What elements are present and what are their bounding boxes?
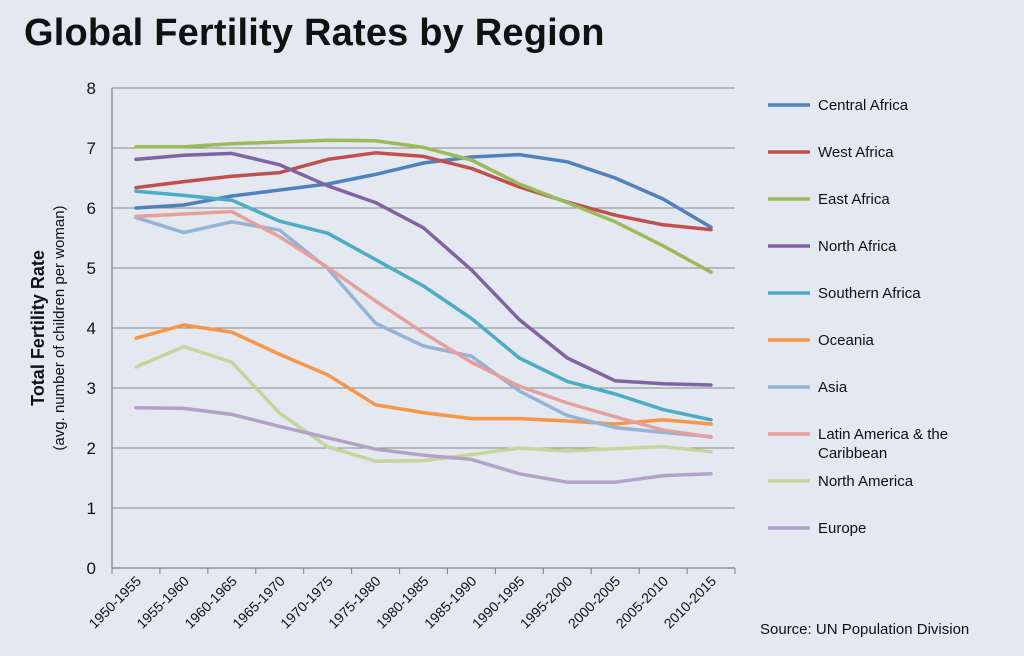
series-line bbox=[134, 209, 713, 439]
legend-label: Southern Africa bbox=[818, 285, 921, 302]
legend-label: North America bbox=[818, 473, 914, 490]
y-tick-label: 5 bbox=[87, 259, 96, 278]
series-line bbox=[134, 151, 713, 387]
legend-label: Asia bbox=[818, 379, 848, 396]
gridlines bbox=[112, 87, 735, 509]
legend-label: North Africa bbox=[818, 238, 897, 255]
legend-label: Oceania bbox=[818, 332, 875, 349]
y-tick-label: 2 bbox=[87, 439, 96, 458]
y-tick-label: 0 bbox=[87, 559, 96, 578]
x-tick-labels: 1950-19551955-19601960-19651965-19701970… bbox=[85, 573, 719, 632]
data-series bbox=[134, 138, 713, 484]
y-tick-label: 1 bbox=[87, 499, 96, 518]
x-tick-label: 2010-2015 bbox=[661, 573, 720, 632]
series-line bbox=[134, 344, 713, 463]
legend-label: East Africa bbox=[818, 191, 890, 208]
legend-label: Europe bbox=[818, 520, 866, 537]
series-line bbox=[134, 215, 713, 439]
legend: Central Africa West Africa East Africa Nort… bbox=[768, 97, 948, 537]
series-line bbox=[134, 323, 713, 426]
y-axis-subtitle: (avg. number of children per woman) bbox=[51, 205, 68, 450]
y-tick-labels: 0 1 2 3 4 5 6 7 8 bbox=[87, 79, 96, 578]
legend-label: Latin America & the Caribbean bbox=[818, 426, 948, 462]
series-line bbox=[134, 151, 713, 232]
y-tick-label: 3 bbox=[87, 379, 96, 398]
series-line bbox=[134, 406, 713, 484]
legend-label: West Africa bbox=[818, 144, 894, 161]
series-line bbox=[134, 189, 713, 422]
legend-label: Central Africa bbox=[818, 97, 909, 114]
y-tick-label: 7 bbox=[87, 139, 96, 158]
chart-title: Global Fertility Rates by Region bbox=[24, 12, 605, 54]
y-tick-label: 6 bbox=[87, 199, 96, 218]
y-tick-label: 8 bbox=[87, 79, 96, 98]
y-axis-title: Total Fertility Rate bbox=[28, 250, 48, 406]
y-tick-label: 4 bbox=[87, 319, 96, 338]
source-note: Source: UN Population Division bbox=[760, 621, 969, 638]
axes bbox=[111, 88, 736, 574]
y-axis-label: Total Fertility Rate (avg. number of chi… bbox=[28, 205, 68, 450]
series-line bbox=[134, 152, 713, 229]
series-line bbox=[134, 138, 713, 274]
